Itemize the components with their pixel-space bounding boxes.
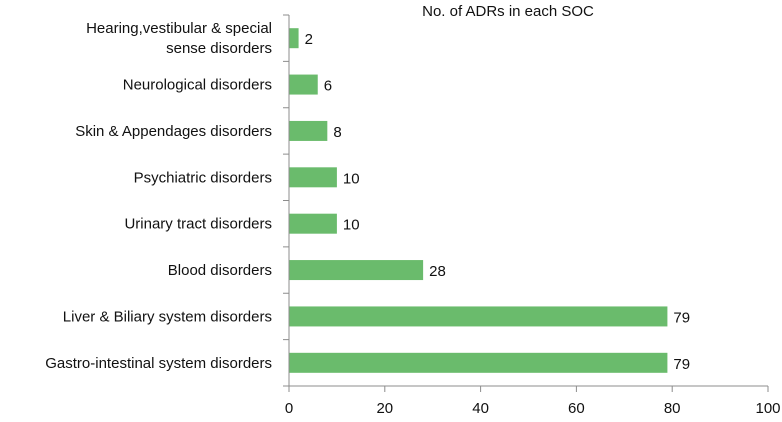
category-labels: Hearing,vestibular & special sense disord… bbox=[45, 20, 272, 372]
bar-5 bbox=[289, 260, 424, 281]
bar-1 bbox=[289, 74, 318, 95]
bar-6 bbox=[289, 306, 668, 327]
category-label-2-0: Skin & Appendages disorders bbox=[75, 123, 272, 140]
category-label-6-0: Liver & Biliary system disorders bbox=[63, 308, 272, 325]
data-label-3: 10 bbox=[343, 170, 360, 187]
x-tick-label-2: 40 bbox=[472, 400, 489, 417]
x-tick-label-0: 0 bbox=[285, 400, 293, 417]
data-labels: 2 6 8 10 10 28 79 79 bbox=[305, 31, 691, 373]
data-label-5: 28 bbox=[429, 263, 446, 280]
bar-2 bbox=[289, 120, 328, 141]
data-label-7: 79 bbox=[673, 356, 690, 373]
category-label-3-0: Psychiatric disorders bbox=[134, 169, 272, 186]
bar-3 bbox=[289, 167, 337, 188]
x-tick-label-4: 80 bbox=[664, 400, 681, 417]
category-label-0-0: Hearing,vestibular & special bbox=[86, 20, 272, 37]
category-label-4-0: Urinary tract disorders bbox=[124, 216, 272, 233]
x-tick-label-5: 100 bbox=[755, 400, 780, 417]
category-label-5-0: Blood disorders bbox=[168, 262, 272, 279]
x-tick-label-1: 20 bbox=[376, 400, 393, 417]
bar-7 bbox=[289, 352, 668, 373]
data-label-4: 10 bbox=[343, 217, 360, 234]
chart-title: No. of ADRs in each SOC bbox=[422, 3, 594, 20]
data-label-6: 79 bbox=[673, 309, 690, 326]
bar-4 bbox=[289, 213, 337, 234]
category-label-0-1: sense disorders bbox=[166, 40, 272, 57]
category-label-7-0: Gastro-intestinal system disorders bbox=[45, 355, 272, 372]
axes: 0 20 40 60 80 100 bbox=[283, 14, 781, 417]
x-tick-label-3: 60 bbox=[568, 400, 585, 417]
data-label-2: 8 bbox=[333, 124, 341, 141]
category-label-1-0: Neurological disorders bbox=[123, 77, 272, 94]
bar-0 bbox=[289, 28, 299, 49]
data-label-0: 2 bbox=[305, 31, 313, 48]
bars-group bbox=[289, 28, 668, 373]
data-label-1: 6 bbox=[324, 78, 332, 95]
